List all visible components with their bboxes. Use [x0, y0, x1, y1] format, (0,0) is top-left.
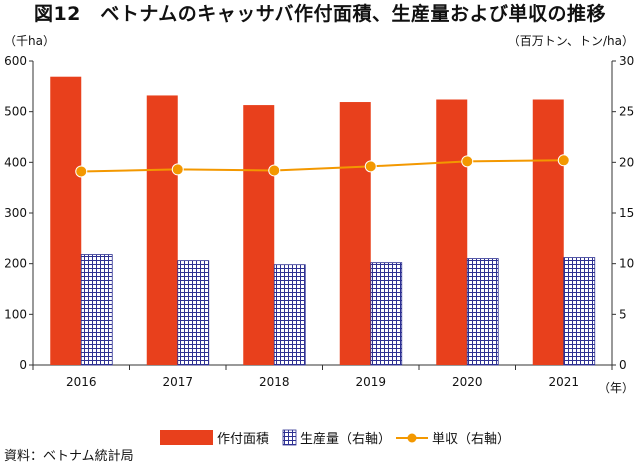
area-bar — [50, 76, 82, 365]
area-bar — [339, 102, 371, 365]
x-axis-label: （年） — [598, 381, 634, 395]
production-bar — [177, 260, 210, 366]
legend-swatch-yield-dot — [407, 433, 417, 443]
left-tick-label: 500 — [4, 105, 27, 119]
x-tick-label: 2016 — [66, 375, 97, 389]
right-axis-unit: （百万トン、トン/ha） — [508, 34, 634, 48]
yield-point — [171, 163, 184, 176]
left-tick-label: 200 — [4, 257, 27, 271]
x-tick-label: 2018 — [259, 375, 290, 389]
area-bar — [532, 99, 564, 366]
legend-swatch-production — [282, 429, 297, 446]
area-bar — [243, 105, 275, 365]
area-bar — [146, 95, 178, 365]
left-tick-label: 100 — [4, 307, 27, 321]
area-bar — [436, 99, 468, 366]
source-note: 資料：ベトナム統計局 — [4, 449, 134, 464]
bars — [50, 76, 596, 366]
legend: 作付面積 生産量（右軸） 単収（右軸） — [160, 429, 510, 447]
yield-point — [364, 160, 377, 173]
x-tick-label: 2019 — [355, 375, 386, 389]
right-tick-label: 20 — [619, 155, 634, 169]
x-tick-label: 2020 — [452, 375, 483, 389]
production-bar — [80, 254, 113, 366]
left-tick-label: 600 — [4, 54, 27, 68]
left-axis-unit: （千ha） — [4, 34, 55, 48]
right-tick-label: 5 — [619, 307, 627, 321]
production-bar — [273, 264, 306, 366]
yield-line — [75, 154, 570, 178]
yield-point — [268, 164, 281, 177]
right-tick-label: 0 — [619, 358, 627, 372]
production-bar — [370, 262, 403, 366]
yield-line-path — [81, 159, 564, 173]
chart-title: 図12 ベトナムのキャッサバ作付面積、生産量および単収の推移 — [33, 3, 607, 25]
production-bar — [563, 257, 596, 366]
left-tick-label: 400 — [4, 155, 27, 169]
legend-swatch-area — [160, 430, 213, 445]
x-tick-label: 2021 — [548, 375, 579, 389]
axes — [29, 60, 616, 370]
production-bar — [466, 258, 499, 366]
left-tick-label: 0 — [19, 358, 27, 372]
legend-label-production: 生産量（右軸） — [300, 431, 391, 447]
right-tick-label: 10 — [619, 257, 634, 271]
yield-point — [557, 154, 570, 167]
right-tick-label: 15 — [619, 206, 634, 220]
x-tick-label: 2017 — [162, 375, 193, 389]
right-tick-label: 30 — [619, 54, 634, 68]
yield-point — [461, 155, 474, 168]
right-tick-label: 25 — [619, 105, 634, 119]
legend-label-yield: 単収（右軸） — [432, 431, 510, 447]
legend-label-area: 作付面積 — [217, 432, 269, 447]
left-tick-label: 300 — [4, 206, 27, 220]
yield-point — [75, 165, 88, 178]
axis-labels: 0 100 200 300 400 500 600 0 5 10 15 20 25 30 2016 2017 2… — [4, 34, 634, 395]
